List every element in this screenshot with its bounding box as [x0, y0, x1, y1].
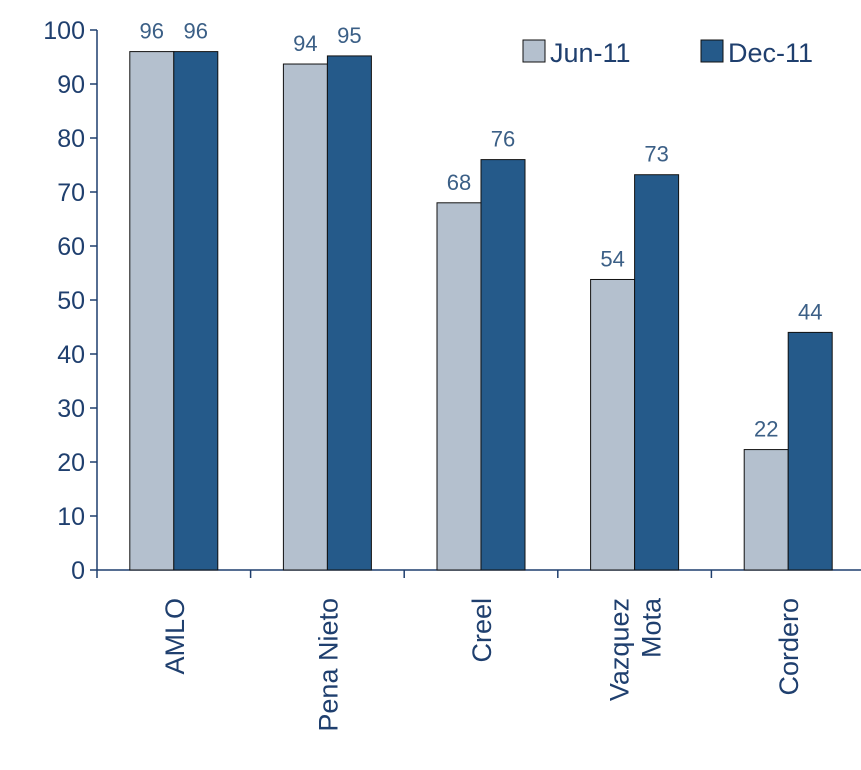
y-tick-label: 100 — [43, 17, 85, 45]
data-label: 96 — [184, 19, 208, 44]
category-label: Mota — [637, 597, 667, 658]
legend-swatch — [522, 39, 546, 63]
category-label: Pena Nieto — [313, 598, 343, 732]
y-axis: 0 10 20 30 40 50 60 70 80 90 100 — [43, 17, 98, 585]
y-tick-label: 30 — [57, 395, 85, 423]
y-tick-label: 70 — [57, 179, 85, 207]
category-label: AMLO — [160, 598, 190, 675]
y-tick-label: 40 — [57, 341, 85, 369]
bars — [129, 51, 833, 571]
bar-jun-11 — [590, 278, 636, 571]
data-label: 44 — [798, 299, 822, 324]
category-label: Cordero — [774, 598, 804, 696]
bar-jun-11 — [129, 51, 175, 571]
bar-jun-11 — [282, 63, 328, 571]
legend-label: Dec-11 — [728, 38, 813, 68]
data-label: 96 — [140, 19, 164, 44]
y-tick-label: 90 — [57, 71, 85, 99]
data-label: 22 — [754, 417, 778, 442]
data-label: 94 — [293, 31, 317, 56]
data-label: 73 — [644, 142, 668, 167]
data-label: 68 — [447, 170, 471, 195]
data-labels: 96 96 94 95 68 76 54 73 22 44 — [140, 19, 823, 442]
bar-dec-11 — [787, 331, 833, 571]
legend-swatch — [700, 39, 724, 63]
y-tick-label: 60 — [57, 233, 85, 261]
category-label: Vazquez — [605, 598, 635, 701]
y-tick-label: 80 — [57, 125, 85, 153]
y-tick-label: 0 — [71, 557, 85, 585]
category-label: Creel — [467, 598, 497, 663]
bar-dec-11 — [173, 51, 219, 571]
bar-dec-11 — [326, 55, 372, 571]
y-tick-label: 10 — [57, 503, 85, 531]
y-tick-label: 20 — [57, 449, 85, 477]
y-tick-label: 50 — [57, 287, 85, 315]
data-label: 95 — [337, 23, 361, 48]
legend: Jun-11 Dec-11 — [522, 38, 813, 68]
x-axis — [96, 569, 861, 578]
legend-label: Jun-11 — [550, 38, 631, 68]
bar-jun-11 — [743, 449, 789, 571]
bar-dec-11 — [634, 174, 680, 571]
bar-jun-11 — [436, 202, 482, 571]
data-label: 76 — [491, 127, 515, 152]
data-label: 54 — [600, 246, 624, 271]
category-labels: AMLO Pena Nieto Creel Vazquez Mota Cordero — [160, 597, 804, 732]
bar-dec-11 — [480, 159, 526, 571]
